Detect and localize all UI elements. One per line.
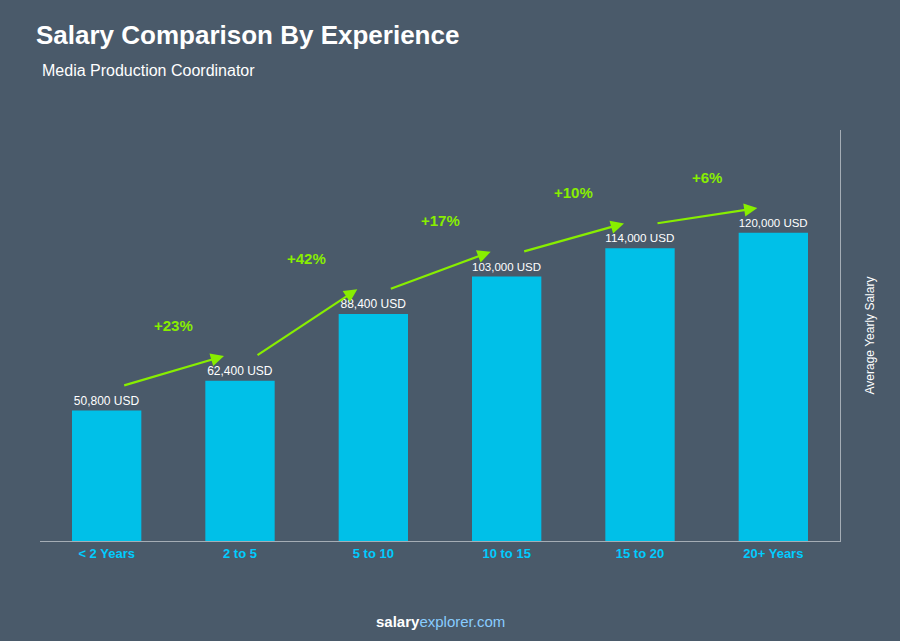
svg-text:+6%: +6% <box>692 169 722 186</box>
svg-text:88,400 USD: 88,400 USD <box>340 297 406 311</box>
svg-text:20+ Years: 20+ Years <box>743 546 803 561</box>
svg-text:+23%: +23% <box>154 317 193 334</box>
svg-text:+10%: +10% <box>554 184 593 201</box>
svg-text:2 to 5: 2 to 5 <box>223 546 257 561</box>
svg-text:+42%: +42% <box>287 250 326 267</box>
svg-text:15 to 20: 15 to 20 <box>616 546 664 561</box>
svg-text:10 to 15: 10 to 15 <box>482 546 530 561</box>
svg-text:114,000 USD: 114,000 USD <box>605 231 674 244</box>
svg-text:Media Production Coordinator: Media Production Coordinator <box>42 62 255 79</box>
svg-text:103,000 USD: 103,000 USD <box>472 261 541 273</box>
svg-text:Average Yearly Salary: Average Yearly Salary <box>863 277 877 395</box>
svg-text:62,400 USD: 62,400 USD <box>207 364 273 378</box>
svg-text:120,000 USD: 120,000 USD <box>739 217 808 229</box>
svg-text:salaryexplorer.com: salaryexplorer.com <box>376 613 505 630</box>
svg-text:50,800 USD: 50,800 USD <box>74 394 140 408</box>
svg-text:Salary Comparison By Experienc: Salary Comparison By Experience <box>36 20 459 50</box>
svg-text:5 to 10: 5 to 10 <box>353 546 394 561</box>
svg-text:+17%: +17% <box>421 212 460 229</box>
svg-text:< 2 Years: < 2 Years <box>78 546 135 561</box>
